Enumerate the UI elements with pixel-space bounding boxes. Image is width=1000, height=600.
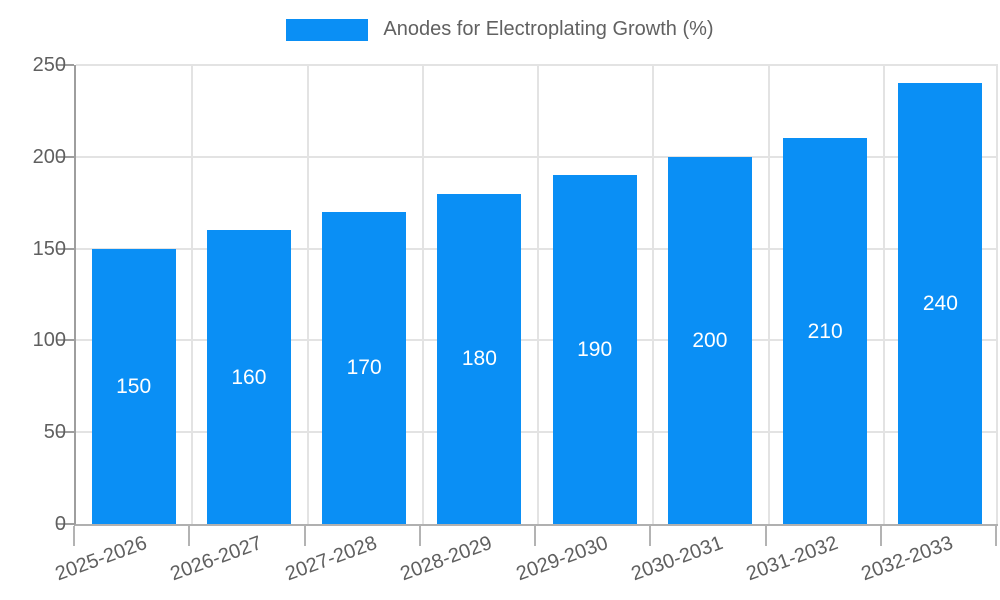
x-axis-tick <box>764 526 767 546</box>
y-axis-tick-label: 250 <box>32 54 66 76</box>
bar-2026-2027[interactable]: 160 <box>206 230 291 524</box>
x-axis-label: 2028-2029 <box>397 531 496 586</box>
gridline-vertical <box>421 65 424 524</box>
plot-area: 150 160 170 180 190 200 210 240 <box>74 64 998 526</box>
y-axis-tick <box>56 339 74 342</box>
x-axis-label: 2032-2033 <box>858 531 957 586</box>
gridline-vertical <box>191 65 194 524</box>
gridline-vertical <box>537 65 539 524</box>
bar-value-label: 200 <box>692 328 728 352</box>
y-axis-tick <box>56 155 74 158</box>
y-axis-tick-label: 50 <box>43 421 66 444</box>
bar-value-label: 150 <box>116 374 152 398</box>
bar-value-label: 170 <box>346 356 382 380</box>
x-axis-tick <box>303 526 306 546</box>
x-axis-tick <box>418 526 421 546</box>
x-axis-tick <box>73 526 75 546</box>
x-axis-tick <box>649 526 652 546</box>
gridline-vertical <box>652 65 655 524</box>
x-axis-label: 2025-2026 <box>52 531 150 586</box>
x-axis-label: 2031-2032 <box>743 531 841 586</box>
bar-2028-2029[interactable]: 180 <box>437 193 522 524</box>
gridline-vertical <box>996 65 998 524</box>
bar-2029-2030[interactable]: 190 <box>552 175 637 524</box>
gridline-vertical <box>306 65 309 524</box>
x-axis-label: 2030-2031 <box>628 531 726 586</box>
bar-2031-2032[interactable]: 210 <box>783 138 868 524</box>
x-axis-tick <box>995 526 997 546</box>
x-axis-tick <box>534 526 536 546</box>
y-axis-tick-label: 200 <box>32 145 66 168</box>
bar-value-label: 160 <box>231 365 267 389</box>
x-axis-tick <box>188 526 191 546</box>
y-axis-tick <box>56 64 74 66</box>
gridline-vertical <box>882 65 885 524</box>
bar-2030-2031[interactable]: 200 <box>667 156 752 524</box>
y-axis-tick-label: 150 <box>32 237 66 260</box>
x-axis-label: 2029-2030 <box>513 531 611 586</box>
bar-value-label: 240 <box>922 292 958 316</box>
x-axis-label: 2026-2027 <box>167 531 265 586</box>
legend-label: Anodes for Electroplating Growth (%) <box>383 18 714 40</box>
bar-2025-2026[interactable]: 150 <box>91 248 176 524</box>
x-axis-tick <box>879 526 882 546</box>
bar-value-label: 190 <box>577 338 613 362</box>
x-axis-label: 2027-2028 <box>282 531 380 586</box>
y-axis-tick <box>56 431 74 434</box>
bar-value-label: 210 <box>807 319 843 343</box>
y-axis-tick-label: 100 <box>32 329 66 352</box>
y-axis-tick <box>56 247 74 250</box>
bar-2032-2033[interactable]: 240 <box>898 83 983 524</box>
y-axis-tick-label: 0 <box>54 513 66 535</box>
y-axis-tick <box>56 523 74 525</box>
gridline-vertical <box>767 65 770 524</box>
chart-legend[interactable]: Anodes for Electroplating Growth (%) <box>0 18 1000 41</box>
bar-2027-2028[interactable]: 170 <box>322 211 407 524</box>
bar-value-label: 180 <box>461 347 497 371</box>
legend-swatch-icon <box>286 18 369 41</box>
